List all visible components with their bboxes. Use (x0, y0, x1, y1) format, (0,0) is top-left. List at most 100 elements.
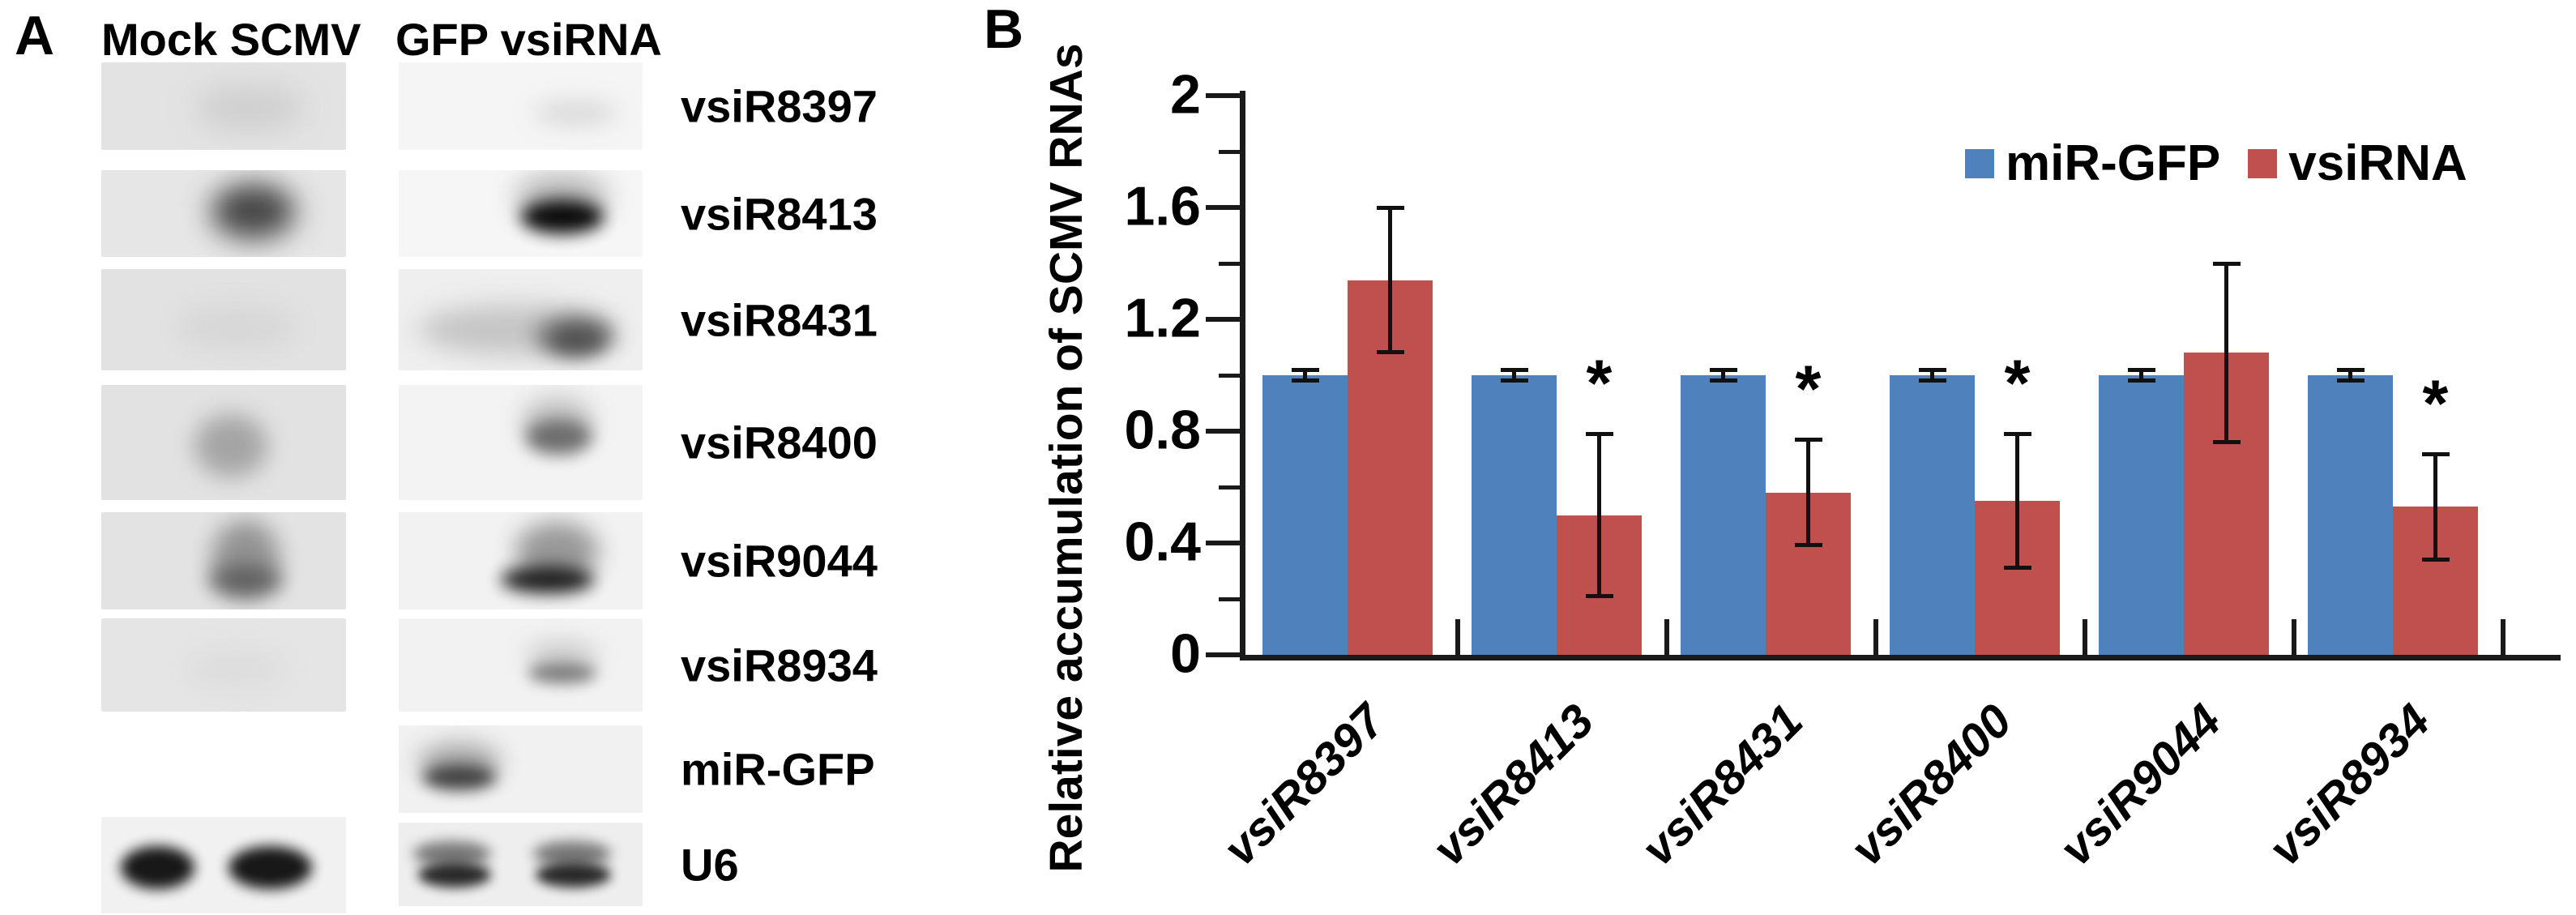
blot-vsiR8400-gfp-vsirna (399, 385, 643, 500)
y-tick-label: 0 (1170, 622, 1201, 685)
blot-band (186, 651, 285, 689)
category-label-vsiR8413: vsiR8413 (1422, 694, 1604, 876)
error-bar-line (1721, 370, 1725, 381)
error-bar-line (2139, 370, 2143, 381)
error-bar-cap-top (1794, 438, 1822, 443)
error-bar-line (1388, 207, 1392, 353)
blot-vsiR8400-mock-scmv (101, 385, 346, 500)
blot-vsiR8413-mock-scmv (101, 170, 346, 257)
legend-label-miR-GFP: miR-GFP (2006, 135, 2221, 191)
error-bar-cap-top (1500, 368, 1528, 373)
error-bar-line (2224, 263, 2228, 443)
bar-miR-GFP (1890, 375, 1975, 655)
category-label-vsiR8400: vsiR8400 (1840, 694, 2023, 876)
error-bar-cap-top (1585, 432, 1613, 437)
col-header-gfp-vsirna: GFP vsiRNA (395, 14, 662, 65)
blot-vsiR8397-mock-scmv (101, 62, 346, 150)
blot-vsiR8431-mock-scmv (101, 269, 346, 370)
blot-band (549, 324, 604, 353)
y-axis-line (1240, 91, 1245, 659)
significance-asterisk: * (1795, 353, 1822, 427)
y-major-tick (1206, 541, 1240, 545)
error-bar-line (1512, 370, 1516, 381)
error-bar-cap-bottom (2421, 557, 2450, 562)
y-minor-tick (1219, 485, 1240, 490)
error-bar-cap-top (2003, 432, 2031, 437)
blot-row-label-vsiR8397: vsiR8397 (681, 80, 878, 132)
blot-band (535, 862, 611, 888)
y-major-tick (1206, 652, 1240, 657)
blot-band (194, 84, 305, 133)
blot-vsiR9044-gfp-vsirna (399, 512, 643, 609)
x-boundary-tick (1664, 619, 1669, 660)
blot-row-label-U6: U6 (681, 839, 739, 890)
blot-band (208, 566, 283, 595)
x-boundary-tick (2501, 619, 2506, 660)
blot-vsiR8413-gfp-vsirna (399, 170, 643, 257)
panel-b-label: B (984, 0, 1024, 60)
y-major-tick (1206, 429, 1240, 434)
blot-row-label-vsiR8934: vsiR8934 (681, 639, 878, 691)
blot-vsiR8397-gfp-vsirna (399, 62, 643, 150)
blot-row-label-miR-GFP: miR-GFP (681, 743, 875, 795)
blot-band (423, 764, 497, 789)
bar-miR-GFP (1472, 375, 1557, 655)
error-bar-cap-bottom (2127, 378, 2155, 383)
bar-miR-GFP (1681, 375, 1766, 655)
y-tick-label: 0.8 (1124, 399, 1201, 461)
blot-band (520, 200, 604, 234)
category-label-vsiR9044: vsiR9044 (2049, 694, 2232, 876)
error-bar-cap-bottom (1794, 543, 1822, 548)
blot-band (525, 419, 592, 455)
blot-band (229, 845, 312, 890)
bar-miR-GFP (1262, 375, 1348, 655)
y-minor-tick (1219, 150, 1240, 154)
error-bar-cap-top (2336, 368, 2365, 373)
blot-miR-GFP-gfp-vsirna (399, 725, 643, 813)
blot-vsiR8934-mock-scmv (101, 618, 346, 712)
blot-band (194, 413, 268, 477)
error-bar-line (2015, 434, 2019, 569)
blot-band (501, 566, 594, 593)
error-bar-cap-top (1376, 206, 1404, 210)
legend-item-vsiRNA: vsiRNA (2248, 135, 2467, 192)
category-label-vsiR8431: vsiR8431 (1631, 694, 1813, 876)
x-axis-line (1240, 655, 2561, 661)
significance-asterisk: * (2422, 366, 2449, 441)
error-bar-cap-top (2212, 262, 2241, 266)
error-bar-line (1930, 370, 1934, 381)
significance-asterisk: * (2004, 347, 2031, 421)
error-bar-line (1806, 439, 1810, 546)
blot-band (174, 304, 297, 350)
blot-band (532, 840, 611, 866)
blot-band (413, 840, 492, 866)
x-boundary-tick (2292, 619, 2296, 660)
blot-band (418, 862, 492, 888)
panel-a-label: A (15, 5, 55, 66)
blot-row-label-vsiR8431: vsiR8431 (681, 294, 878, 345)
blot-band (121, 845, 194, 890)
blot-band (532, 101, 618, 124)
blot-row-label-vsiR8413: vsiR8413 (681, 188, 878, 239)
blot-row-label-vsiR8400: vsiR8400 (681, 417, 878, 468)
error-bar-cap-bottom (1291, 378, 1319, 383)
y-major-tick (1206, 93, 1240, 98)
error-bar-line (2433, 453, 2437, 560)
y-minor-tick (1219, 374, 1240, 378)
bar-miR-GFP (2099, 375, 2184, 655)
x-boundary-tick (1873, 619, 1878, 660)
error-bar-line (1303, 370, 1307, 381)
error-bar-cap-bottom (1709, 378, 1737, 383)
error-bar-cap-top (2127, 368, 2155, 373)
y-tick-label: 1.2 (1124, 287, 1201, 349)
x-boundary-tick (1455, 619, 1460, 660)
y-tick-label: 0.4 (1124, 511, 1201, 573)
blot-vsiR8431-gfp-vsirna (399, 269, 643, 370)
error-bar-cap-bottom (1500, 378, 1528, 383)
legend-item-miR-GFP: miR-GFP (1965, 135, 2220, 192)
category-label-vsiR8934: vsiR8934 (2258, 694, 2441, 876)
y-major-tick (1206, 317, 1240, 322)
blot-row-label-vsiR9044: vsiR9044 (681, 535, 878, 587)
category-label-vsiR8397: vsiR8397 (1213, 694, 1395, 876)
legend-swatch-miR-GFP (1965, 148, 1994, 178)
